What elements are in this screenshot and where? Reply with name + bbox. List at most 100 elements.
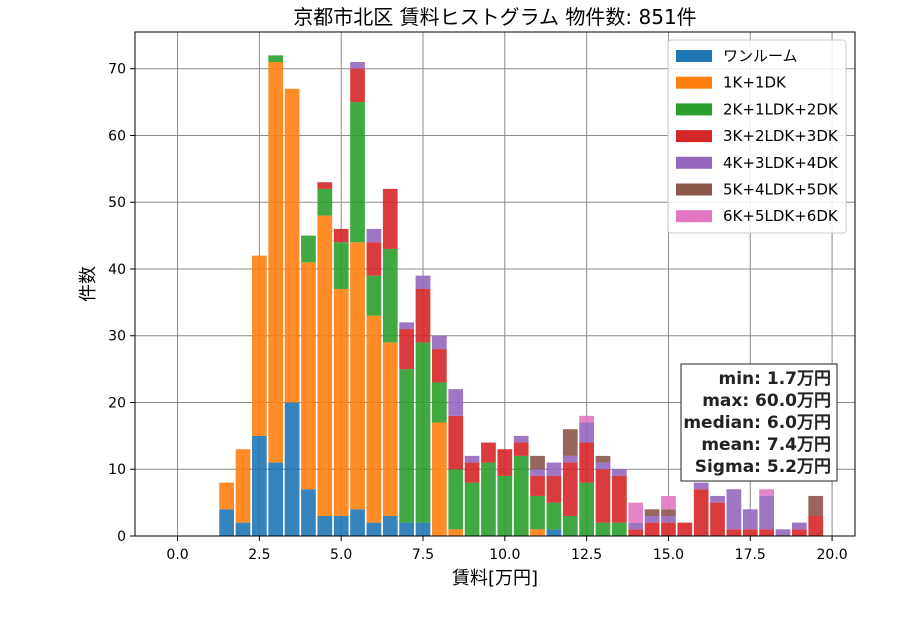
bar-segment	[513, 455, 529, 536]
bar-segment	[546, 462, 562, 476]
bar-segment	[595, 469, 611, 523]
legend-label: ワンルーム	[723, 47, 798, 65]
y-tick-label: 10	[108, 462, 126, 478]
legend: ワンルーム 1K+1DK 2K+1LDK+2DK 3K+2LDK+3DK 4K+3LDK…	[667, 39, 847, 234]
bar-segment	[317, 182, 333, 189]
bar-segment	[366, 315, 382, 523]
legend-swatch	[676, 156, 712, 169]
bar-segment	[366, 228, 382, 243]
bar-segment	[350, 68, 365, 103]
axis-ticks: 0.0 2.5 5.0 7.5 10.0 12.5 15.0 17.5 20.0 0 10 20 30 4…	[108, 62, 848, 563]
bar-segment	[759, 495, 774, 530]
bar-segment	[301, 262, 316, 490]
bar-segment	[628, 522, 644, 530]
bar-segment	[726, 529, 742, 536]
bar-segment	[366, 242, 382, 276]
y-axis-label: 件数	[78, 266, 99, 302]
legend-box	[667, 39, 847, 234]
bar-segment	[562, 455, 578, 463]
plot-frame	[134, 31, 856, 537]
bar-segment	[742, 509, 758, 530]
bar-segment	[415, 275, 431, 290]
bar-segment	[481, 442, 496, 463]
bar-segment	[661, 509, 676, 516]
bar-segment	[333, 242, 349, 290]
y-tick-label: 20	[108, 395, 126, 411]
bar-segment	[448, 415, 464, 470]
x-tick-label: 5.0	[330, 547, 352, 563]
bar-segment	[628, 529, 644, 536]
bar-segment	[268, 462, 284, 536]
bar-segment	[333, 515, 349, 536]
bar-segment	[759, 489, 774, 496]
bar-segment	[546, 502, 562, 530]
bar-segment	[317, 215, 333, 516]
bar-segment	[513, 442, 529, 456]
bar-segment	[284, 88, 300, 403]
bar-segment	[726, 489, 742, 530]
bar-segment	[432, 382, 447, 423]
bar-segment	[579, 415, 594, 423]
bar-segment	[595, 462, 611, 470]
bar-segment	[235, 449, 251, 523]
bar-segment	[530, 469, 545, 476]
bar-segment	[382, 188, 398, 249]
bar-segment	[252, 435, 267, 536]
bar-segment	[530, 455, 545, 470]
bar-segment	[333, 228, 349, 243]
legend-label: 1K+1DK	[723, 74, 787, 92]
bar-segment	[350, 102, 365, 243]
bar-segment	[415, 342, 431, 523]
bar-segment	[301, 489, 316, 536]
bar-segment	[530, 475, 545, 496]
bar-segment	[317, 515, 333, 536]
bar-segment	[268, 62, 284, 463]
bar-segment	[432, 422, 447, 536]
bar-segment	[661, 495, 676, 510]
bar-segment	[415, 522, 431, 536]
bar-segment	[562, 515, 578, 536]
bar-segment	[252, 255, 267, 436]
legend-label: 6K+5LDK+6DK	[723, 207, 839, 225]
bar-segment	[612, 475, 627, 523]
y-tick-label: 0	[117, 529, 126, 545]
bar-segment	[464, 455, 480, 463]
x-tick-label: 12.5	[571, 547, 602, 563]
bar-segment	[677, 522, 693, 536]
bar-segment	[710, 495, 725, 503]
stats-median: median: 6.0万円	[683, 413, 831, 433]
bar-segment	[284, 402, 300, 536]
legend-label: 5K+4LDK+5DK	[723, 181, 839, 199]
x-tick-label: 7.5	[412, 547, 434, 563]
legend-swatch	[676, 103, 712, 116]
bar-segment	[399, 322, 414, 330]
bar-segment	[595, 455, 611, 463]
bar-segment	[661, 515, 676, 523]
bar-segment	[775, 529, 791, 536]
legend-label: 3K+2LDK+3DK	[723, 127, 839, 145]
bar-segment	[562, 462, 578, 516]
bar-segment	[333, 289, 349, 516]
bar-segment	[399, 369, 414, 523]
bar-segment	[415, 289, 431, 343]
bar-segment	[350, 242, 365, 510]
bar-segment	[808, 495, 824, 516]
bar-segment	[350, 509, 365, 536]
bar-segment	[268, 55, 284, 63]
stats-panel	[680, 363, 838, 482]
bar-segment	[759, 529, 774, 536]
legend-label: 4K+3LDK+4DK	[723, 154, 839, 172]
bar-segment	[792, 529, 807, 536]
x-tick-label: 0.0	[166, 547, 188, 563]
bar-segment	[661, 522, 676, 536]
bar-segment	[628, 502, 644, 523]
bar-segment	[448, 529, 464, 536]
bar-segment	[710, 502, 725, 536]
bar-segment	[612, 469, 627, 476]
stats-min: min: 1.7万円	[719, 369, 831, 389]
bar-segment	[546, 529, 562, 536]
legend-swatch	[676, 50, 712, 62]
legend-swatch	[676, 76, 712, 89]
